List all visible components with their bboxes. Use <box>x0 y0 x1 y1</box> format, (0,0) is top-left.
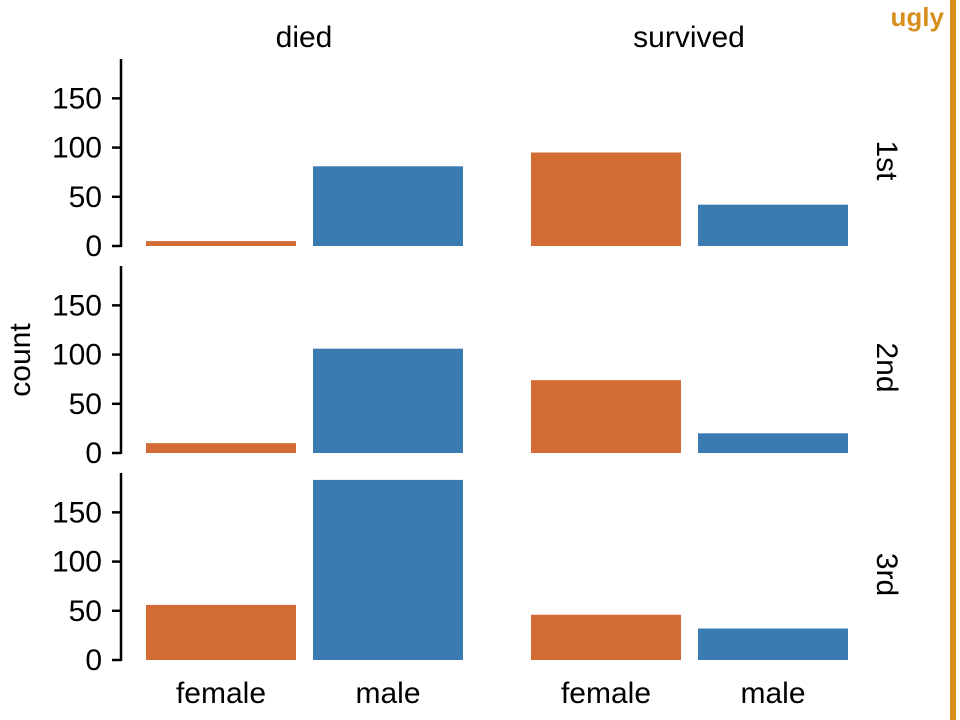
bar-2nd-survived-male <box>698 433 848 453</box>
bar-3rd-survived-male <box>698 628 848 660</box>
bar-3rd-survived-female <box>531 614 681 660</box>
accent-bar <box>950 0 956 720</box>
bar-2nd-died-female <box>146 443 296 453</box>
y-tick-label-1st-0: 0 <box>85 230 102 263</box>
y-tick-label-2nd-0: 0 <box>85 437 102 470</box>
x-tick-label-died-female: female <box>176 677 266 710</box>
y-tick-label-2nd-150: 150 <box>52 289 102 322</box>
y-tick-label-1st-100: 100 <box>52 132 102 165</box>
facet-label-died: died <box>276 21 333 54</box>
x-tick-label-died-male: male <box>355 677 420 710</box>
quality-badge: ugly <box>890 2 944 32</box>
bar-1st-survived-female <box>531 152 681 246</box>
bar-2nd-survived-female <box>531 380 681 453</box>
y-tick-label-3rd-150: 150 <box>52 496 102 529</box>
bar-2nd-died-male <box>313 348 463 453</box>
y-tick-label-3rd-50: 50 <box>69 595 102 628</box>
bar-1st-died-female <box>146 241 296 246</box>
facet-label-1st: 1st <box>870 140 903 181</box>
bar-1st-died-male <box>313 166 463 246</box>
bar-3rd-died-male <box>313 479 463 660</box>
y-tick-label-3rd-0: 0 <box>85 644 102 677</box>
y-tick-label-1st-150: 150 <box>52 82 102 115</box>
y-tick-label-2nd-100: 100 <box>52 339 102 372</box>
facet-label-survived: survived <box>633 21 745 54</box>
bar-1st-survived-male <box>698 204 848 246</box>
y-axis-label: count <box>4 323 37 397</box>
x-tick-label-survived-female: female <box>561 677 651 710</box>
bar-3rd-died-female <box>146 604 296 660</box>
y-tick-label-1st-50: 50 <box>69 181 102 214</box>
facet-label-3rd: 3rd <box>870 553 903 596</box>
y-tick-label-3rd-100: 100 <box>52 546 102 579</box>
facet-label-2nd: 2nd <box>870 342 903 392</box>
y-tick-label-2nd-50: 50 <box>69 388 102 421</box>
x-tick-label-survived-male: male <box>740 677 805 710</box>
